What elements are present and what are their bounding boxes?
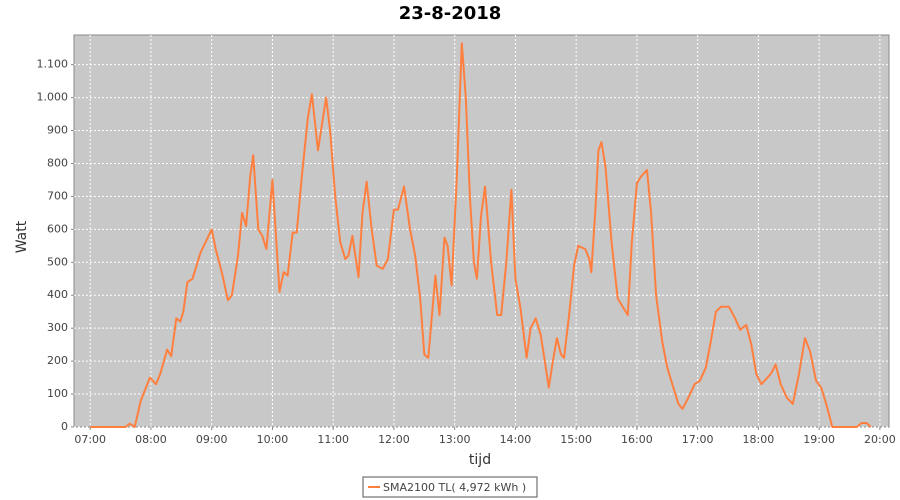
x-axis-label: tijd [469,452,491,468]
x-tick-label: 17:00 [682,433,714,446]
y-tick-label: 200 [47,354,68,367]
chart-title: 23-8-2018 [399,3,502,24]
y-axis-label: Watt [14,220,30,253]
y-tick-label: 500 [47,255,68,268]
y-tick-label: 600 [47,222,68,235]
x-tick-label: 07:00 [74,433,106,446]
y-tick-label: 100 [47,387,68,400]
data-line [90,42,872,428]
x-tick-label: 19:00 [803,433,835,446]
x-tick-label: 08:00 [135,433,167,446]
y-tick-label: 1.000 [37,91,69,104]
y-tick-label: 300 [47,321,68,334]
y-tick-label: 0 [61,420,68,433]
x-tick-label: 15:00 [560,433,592,446]
y-tick-label: 800 [47,156,68,169]
x-tick-label: 12:00 [378,433,410,446]
plot-area [73,34,890,428]
x-tick-label: 16:00 [621,433,653,446]
legend [362,476,538,498]
y-tick-label: 400 [47,288,68,301]
x-tick-label: 18:00 [743,433,775,446]
x-tick-label: 10:00 [257,433,289,446]
y-tick-label: 1.100 [37,58,69,71]
x-tick-label: 11:00 [317,433,349,446]
y-tick-label: 700 [47,189,68,202]
x-tick-label: 09:00 [196,433,228,446]
y-tick-label: 900 [47,124,68,137]
x-tick-label: 13:00 [439,433,471,446]
legend-label: SMA2100 TL( 4,972 kWh ) [383,481,526,494]
x-tick-label: 14:00 [500,433,532,446]
x-tick-label: 20:00 [864,433,896,446]
